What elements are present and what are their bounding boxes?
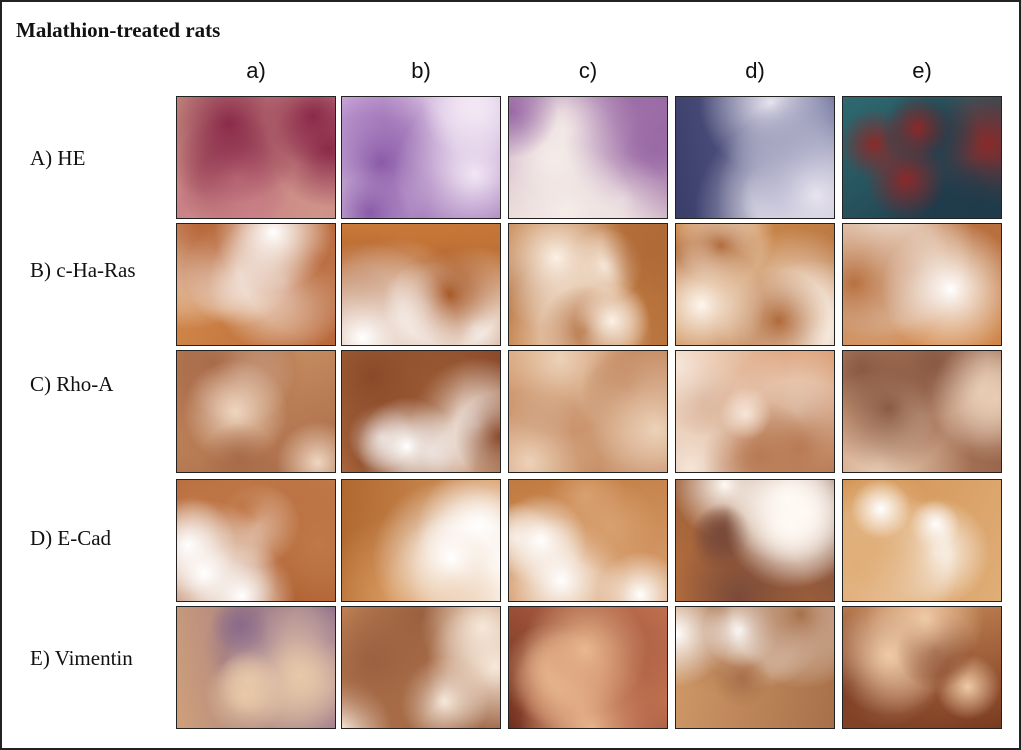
row-label: D) E-Cad bbox=[30, 526, 112, 550]
column-label-a: a) bbox=[246, 58, 266, 83]
micrograph-e-b bbox=[341, 606, 501, 729]
micrograph-a-a bbox=[176, 96, 336, 219]
column-label-c: c) bbox=[578, 58, 598, 83]
row-label: B) c-Ha-Ras bbox=[30, 258, 136, 282]
figure-title: Malathion-treated rats bbox=[16, 18, 221, 42]
micrograph-d-d bbox=[675, 479, 835, 602]
micrograph-b-b bbox=[341, 223, 501, 346]
row-label: A) HE bbox=[30, 146, 86, 170]
micrograph-b-d bbox=[675, 223, 835, 346]
column-label-b: b) bbox=[411, 58, 431, 83]
micrograph-a-e bbox=[842, 96, 1002, 219]
row-label: E) Vimentin bbox=[30, 646, 133, 670]
micrograph-d-e bbox=[842, 479, 1002, 602]
micrograph-c-a bbox=[176, 350, 336, 473]
micrograph-c-b bbox=[341, 350, 501, 473]
column-label-e: e) bbox=[912, 58, 932, 83]
micrograph-c-e bbox=[842, 350, 1002, 473]
micrograph-b-c bbox=[508, 223, 668, 346]
micrograph-b-e bbox=[842, 223, 1002, 346]
micrograph-d-c bbox=[508, 479, 668, 602]
micrograph-a-d bbox=[675, 96, 835, 219]
micrograph-a-c bbox=[508, 96, 668, 219]
micrograph-e-c bbox=[508, 606, 668, 729]
micrograph-d-b bbox=[341, 479, 501, 602]
micrograph-a-b bbox=[341, 96, 501, 219]
row-label: C) Rho-A bbox=[30, 372, 114, 396]
micrograph-d-a bbox=[176, 479, 336, 602]
micrograph-e-a bbox=[176, 606, 336, 729]
column-label-d: d) bbox=[745, 58, 765, 83]
micrograph-b-a bbox=[176, 223, 336, 346]
micrograph-e-e bbox=[842, 606, 1002, 729]
micrograph-e-d bbox=[675, 606, 835, 729]
micrograph-c-d bbox=[675, 350, 835, 473]
micrograph-c-c bbox=[508, 350, 668, 473]
